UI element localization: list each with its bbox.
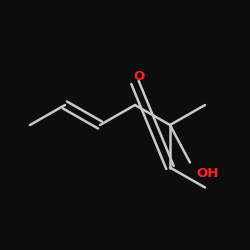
Text: O: O: [134, 70, 145, 83]
Text: OH: OH: [196, 167, 218, 180]
